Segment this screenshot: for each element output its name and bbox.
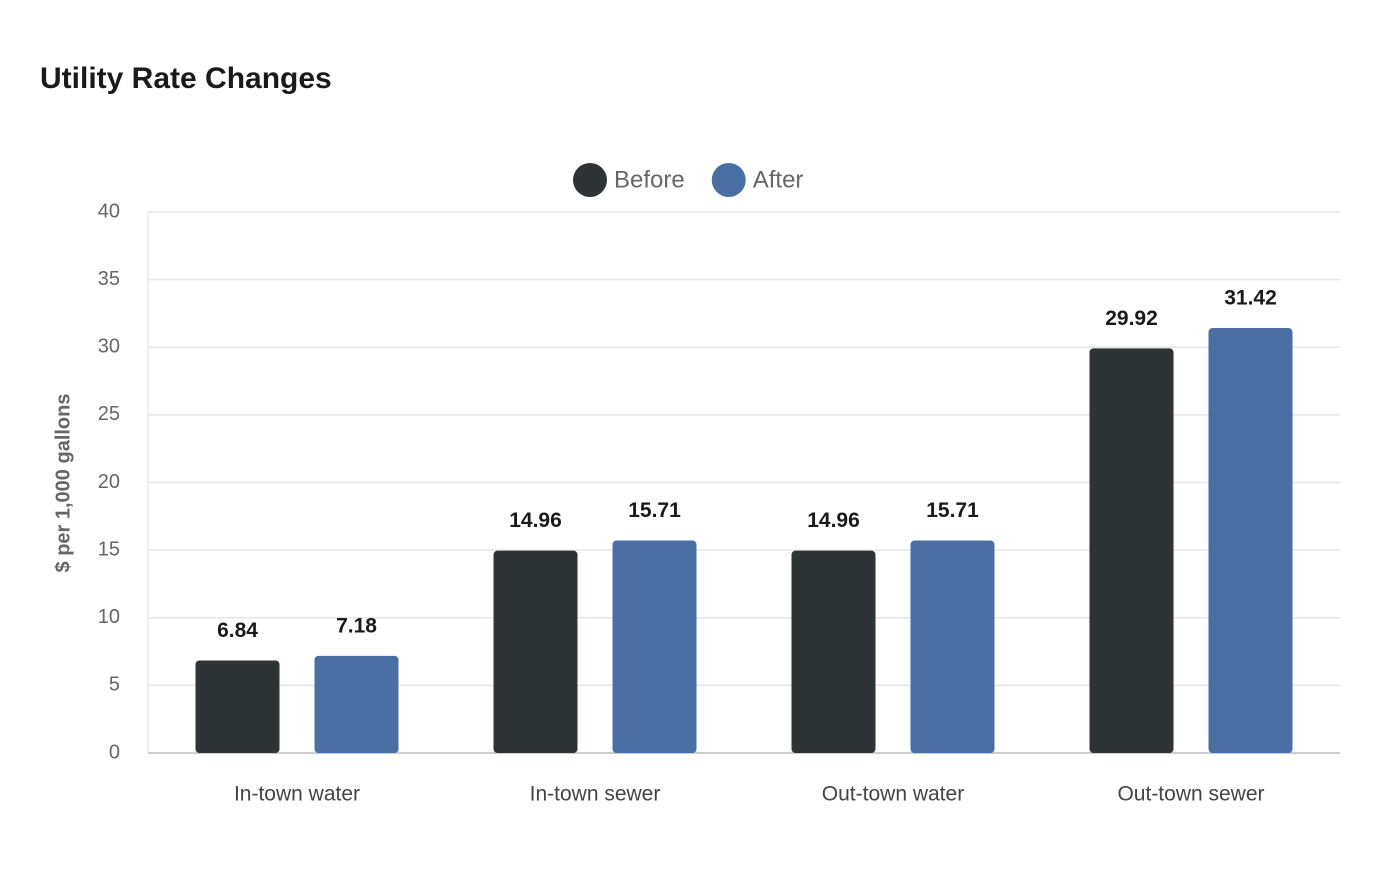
data-label: 15.71 xyxy=(628,499,681,522)
bar xyxy=(1208,328,1293,753)
legend-label: Before xyxy=(614,166,685,193)
y-tick-label: 5 xyxy=(109,674,120,696)
data-label: 15.71 xyxy=(926,499,979,522)
y-tick-label: 40 xyxy=(98,200,120,222)
bar xyxy=(910,540,995,753)
y-tick-label: 30 xyxy=(98,336,120,358)
y-tick-label: 10 xyxy=(98,606,120,628)
bar xyxy=(493,550,578,753)
y-tick-label: 35 xyxy=(98,268,120,290)
data-label: 6.84 xyxy=(217,619,258,642)
chart-title: Utility Rate Changes xyxy=(40,62,332,95)
bar xyxy=(195,660,280,753)
y-tick-label: 20 xyxy=(98,471,120,493)
x-tick-label: In-town sewer xyxy=(530,783,661,806)
bar xyxy=(791,550,876,753)
y-tick-label: 15 xyxy=(98,538,120,560)
y-tick-label: 25 xyxy=(98,403,120,425)
data-label: 31.42 xyxy=(1224,287,1277,310)
data-label: 29.92 xyxy=(1105,307,1158,330)
y-axis-label: $ per 1,000 gallons xyxy=(52,394,74,573)
y-tick-label: 0 xyxy=(109,741,120,763)
x-tick-label: Out-town water xyxy=(822,783,964,806)
data-label: 14.96 xyxy=(509,509,562,532)
bar xyxy=(612,540,697,753)
x-tick-label: Out-town sewer xyxy=(1117,783,1264,806)
data-label: 14.96 xyxy=(807,509,860,532)
legend-swatch xyxy=(573,163,607,197)
bar xyxy=(314,655,399,753)
x-tick-label: In-town water xyxy=(234,783,360,806)
legend-label: After xyxy=(753,166,804,193)
data-label: 7.18 xyxy=(336,614,377,637)
bar xyxy=(1089,348,1174,753)
legend-swatch xyxy=(711,163,746,197)
